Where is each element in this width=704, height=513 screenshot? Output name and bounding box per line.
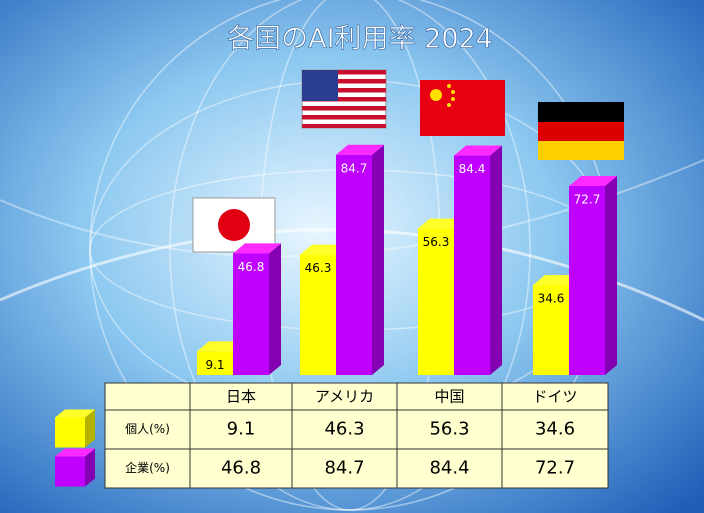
bar-side — [269, 243, 281, 375]
flag-germany — [538, 102, 624, 160]
legend-label: 企業(%) — [125, 460, 170, 475]
chart-title: 各国のAI利用率 2024 — [227, 24, 493, 55]
data-label: 46.3 — [305, 261, 332, 275]
flag-china — [420, 80, 505, 136]
flag-japan — [192, 197, 276, 253]
legend-side — [85, 448, 95, 487]
table-value: 34.6 — [535, 419, 575, 440]
table-header: 日本 — [226, 388, 256, 406]
bar-side — [605, 175, 617, 375]
table-value: 56.3 — [429, 419, 469, 440]
bar-top — [233, 243, 281, 254]
table-value: 46.8 — [221, 458, 261, 479]
bar — [454, 155, 490, 375]
legend-top — [55, 409, 95, 418]
data-label: 84.4 — [459, 162, 486, 176]
bar — [300, 254, 336, 375]
data-label: 72.7 — [574, 192, 601, 206]
data-label: 9.1 — [205, 358, 224, 372]
bar — [197, 351, 233, 375]
bar-side — [490, 145, 502, 375]
legend-swatch — [55, 417, 85, 448]
bar-side — [372, 144, 384, 375]
legend-swatch — [55, 456, 85, 487]
bar-top — [569, 175, 617, 186]
table-header: アメリカ — [315, 388, 374, 406]
table-value: 46.3 — [324, 419, 364, 440]
legend-side — [85, 409, 95, 448]
bar — [533, 285, 569, 375]
legend-label: 個人(%) — [125, 422, 170, 436]
table-value: 84.4 — [429, 458, 469, 479]
bar-top — [454, 145, 502, 156]
bar — [233, 253, 269, 375]
legend-top — [55, 448, 95, 457]
table-value: 84.7 — [324, 458, 364, 479]
data-label: 46.8 — [238, 260, 265, 274]
table-value: 9.1 — [227, 419, 256, 440]
bar-top — [336, 144, 384, 155]
table-value: 72.7 — [535, 458, 575, 479]
data-table — [104, 382, 609, 489]
flag-usa — [301, 69, 387, 129]
bar — [336, 154, 372, 375]
data-label: 84.7 — [341, 161, 368, 175]
table-header: ドイツ — [532, 388, 577, 406]
bar — [569, 185, 605, 375]
data-label: 34.6 — [538, 292, 565, 306]
bar — [418, 228, 454, 375]
table-header: 中国 — [434, 388, 464, 406]
data-label: 56.3 — [423, 235, 450, 249]
